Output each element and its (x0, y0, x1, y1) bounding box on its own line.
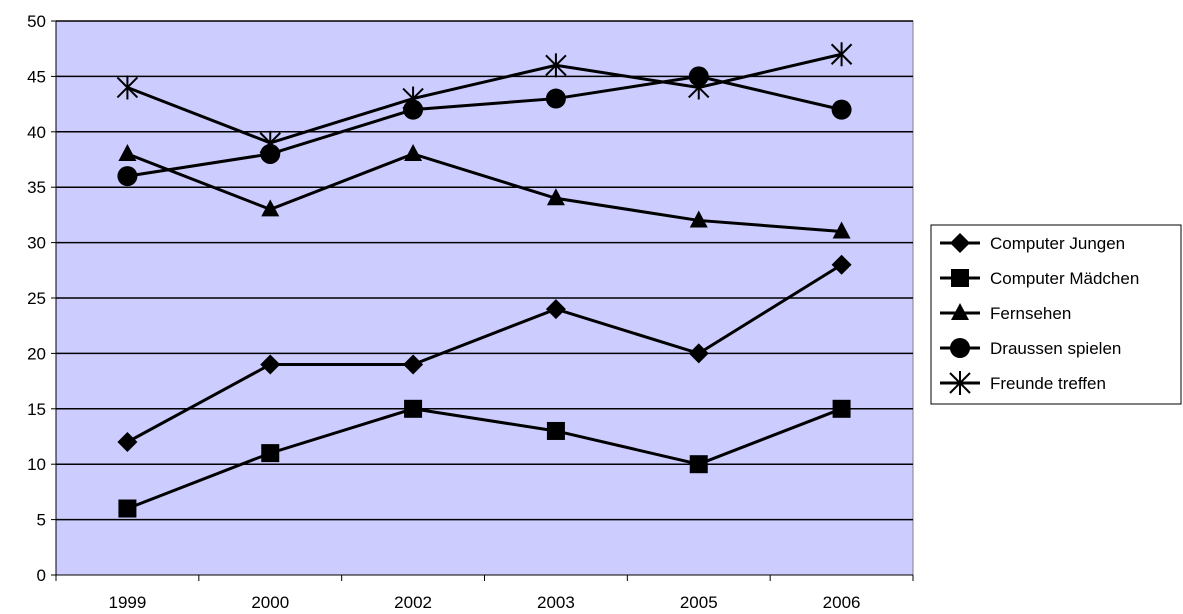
data-point (831, 254, 852, 275)
legend-label: Fernsehen (990, 304, 1071, 323)
data-point (545, 53, 567, 78)
data-point (832, 221, 851, 239)
legend-item-freunde-treffen: Freunde treffen (940, 371, 1106, 395)
legend-marker (950, 233, 970, 253)
data-point (259, 130, 281, 155)
data-point (261, 444, 280, 463)
y-tick-label: 35 (27, 178, 46, 197)
y-tick-label: 15 (27, 400, 46, 419)
data-point (832, 399, 851, 418)
legend-marker (951, 269, 969, 287)
data-point (260, 354, 281, 375)
y-tick-label: 5 (37, 511, 46, 530)
legend-label: Freunde treffen (990, 374, 1106, 393)
x-tick-label: 2003 (537, 593, 575, 612)
legend-item-fernsehen: Fernsehen (940, 303, 1071, 323)
series-computer-jungen (117, 254, 852, 453)
data-point (404, 399, 423, 418)
data-point (403, 354, 424, 375)
legend-item-computer-jungen: Computer Jungen (940, 233, 1125, 253)
x-tick-label: 2000 (251, 593, 289, 612)
y-tick-label: 25 (27, 289, 46, 308)
axes: 0 5 10 15 20 25 30 35 40 45 50 1999 2000 2002 2003 2005… (27, 12, 914, 612)
y-tick-label: 50 (27, 12, 46, 31)
series-line (126, 407, 843, 510)
series-layer (116, 42, 853, 518)
series-line (126, 263, 843, 444)
y-tick-label: 40 (27, 123, 46, 142)
data-point (118, 143, 137, 161)
data-point (546, 421, 565, 440)
grid-lines (56, 20, 913, 521)
legend-item-computer-m-dchen: Computer Mädchen (940, 269, 1139, 288)
data-point (402, 86, 424, 111)
data-point (118, 499, 137, 518)
data-point (688, 75, 710, 100)
series-fernsehen (118, 143, 851, 239)
data-point (689, 455, 708, 474)
y-tick-label: 10 (27, 455, 46, 474)
y-tick-label: 20 (27, 344, 46, 363)
legend-label: Computer Mädchen (990, 269, 1139, 288)
data-point (546, 188, 565, 206)
x-tick-label: 2002 (394, 593, 432, 612)
y-tick-label: 30 (27, 234, 46, 253)
data-point (831, 99, 852, 120)
y-tick-label: 0 (37, 566, 46, 585)
series-computer-m-dchen (118, 399, 851, 518)
data-point (688, 343, 709, 364)
data-point (117, 432, 138, 453)
data-point (404, 143, 423, 161)
data-point (689, 210, 708, 228)
legend-marker (950, 338, 970, 358)
x-tick-label: 1999 (109, 593, 147, 612)
legend: Computer Jungen Computer Mädchen Fernsehen… (930, 224, 1182, 405)
series-freunde-treffen (116, 42, 853, 155)
legend-label: Computer Jungen (990, 234, 1125, 253)
data-point (116, 75, 139, 100)
legend-item-draussen-spielen: Draussen spielen (940, 338, 1121, 358)
series-line (126, 152, 842, 234)
y-tick-label: 45 (27, 67, 46, 86)
legend-label: Draussen spielen (990, 339, 1121, 358)
data-point (545, 88, 566, 109)
x-tick-label: 2005 (680, 593, 718, 612)
data-point (545, 299, 566, 320)
legend-marker (949, 371, 971, 395)
data-point (117, 166, 138, 187)
legend-marker (951, 303, 969, 320)
data-point (830, 42, 853, 67)
series-line (126, 52, 842, 145)
x-tick-label: 2006 (823, 593, 861, 612)
data-point (261, 199, 280, 217)
